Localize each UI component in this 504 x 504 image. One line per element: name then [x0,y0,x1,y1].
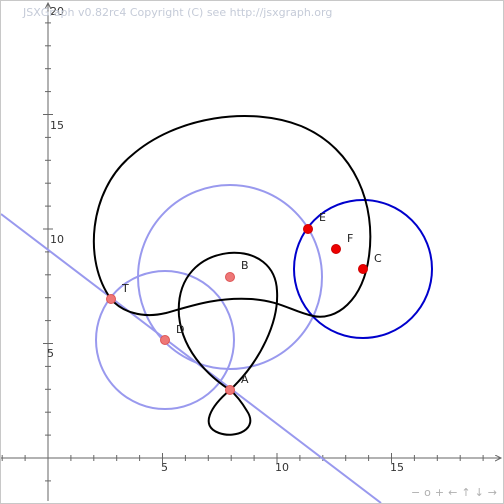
point-T-marker[interactable] [106,294,116,304]
point-T-label: T [121,282,129,295]
x-axis-ticks [1,453,484,463]
x-tick-label-15: 15 [390,461,404,474]
coordinate-axes: 5 10 15 5 10 15 20 [1,3,501,501]
point-A[interactable]: A [225,373,250,395]
point-T[interactable]: T [106,282,130,304]
pan-left-button[interactable]: ← [448,486,458,499]
navigation-bar: − o + ← ↑ ↓ → [408,486,499,499]
point-D-label: D [176,323,184,336]
tangent-line[interactable] [1,213,382,503]
point-B-label: B [241,259,249,272]
point-E-marker[interactable] [303,224,313,234]
circle-around-D[interactable] [95,270,235,410]
point-C-label: C [374,252,382,265]
y-tick-label-5: 5 [47,347,54,360]
pan-up-button[interactable]: ↑ [461,486,471,499]
copyright-notice: JSXGraph v0.82rc4 Copyright (C) see http… [23,6,333,19]
y-tick-label-15: 15 [50,119,64,132]
pan-right-button[interactable]: → [487,486,497,499]
y-tick-label-20: 20 [50,5,64,18]
point-E[interactable]: E [303,211,327,234]
zoom-reset-button[interactable]: o [424,486,431,499]
x-tick-label-5: 5 [161,461,168,474]
point-A-marker[interactable] [225,385,235,395]
point-C-marker[interactable] [358,264,368,274]
point-B-marker[interactable] [225,272,235,282]
point-A-label: A [241,373,249,386]
inner-loop-curve[interactable] [177,251,279,436]
point-D[interactable]: D [160,323,185,345]
point-C[interactable]: C [358,252,383,274]
x-tick-label-10: 10 [275,461,289,474]
point-F[interactable]: F [331,232,354,254]
point-F-label: F [347,232,353,245]
point-D-marker[interactable] [160,335,170,345]
y-tick-label-10: 10 [50,233,64,246]
zoom-in-button[interactable]: + [434,486,445,499]
y-axis-ticks [43,22,53,482]
point-E-label: E [319,211,326,224]
locus-curve[interactable] [92,115,372,318]
point-F-marker[interactable] [331,244,341,254]
zoom-out-button[interactable]: − [410,486,421,499]
pan-down-button[interactable]: ↓ [474,486,484,499]
circle-around-C[interactable] [293,199,433,339]
point-B[interactable]: B [225,259,249,282]
